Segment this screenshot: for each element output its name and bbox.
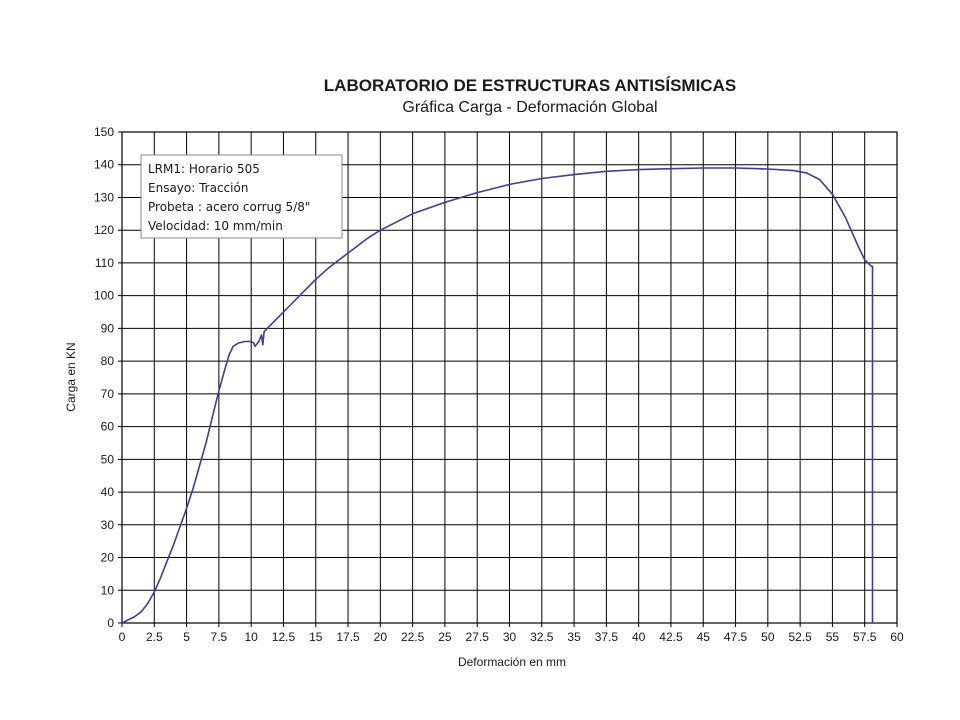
x-tick-label: 40 (632, 630, 646, 644)
x-tick-label: 10 (244, 630, 258, 644)
x-tick-label: 57.5 (853, 630, 877, 644)
y-axis-label: Carga en KN (64, 342, 78, 411)
y-tick-label: 80 (101, 354, 115, 368)
annotation-box: LRM1: Horario 505 Ensayo: Tracción Probe… (140, 154, 343, 239)
x-tick-label: 5 (183, 630, 190, 644)
x-tick-label: 27.5 (466, 630, 490, 644)
y-tick-label: 0 (107, 616, 114, 630)
x-tick-label: 60 (890, 630, 904, 644)
x-tick-label: 35 (567, 630, 581, 644)
x-tick-label: 32.5 (530, 630, 554, 644)
annotation-line: LRM1: Horario 505 (148, 162, 260, 176)
y-tick-label: 120 (94, 223, 114, 237)
annotation-line: Velocidad: 10 mm/min (148, 219, 283, 233)
x-tick-label: 50 (761, 630, 775, 644)
y-tick-label: 150 (94, 125, 114, 139)
x-axis-ticks: 0 2.5 5 7.5 10 12.5 15 17.5 20 22.5 25 27.5 30 32.5 35… (119, 630, 904, 644)
x-tick-label: 17.5 (336, 630, 360, 644)
x-tick-label: 20 (374, 630, 388, 644)
y-tick-label: 40 (101, 485, 115, 499)
x-tick-label: 25 (438, 630, 452, 644)
plot-frame (121, 131, 898, 624)
y-tick-label: 50 (101, 452, 115, 466)
x-tick-label: 42.5 (659, 630, 683, 644)
x-axis-label: Deformación en mm (458, 655, 566, 669)
y-tick-label: 70 (101, 387, 115, 401)
chart-subtitle: Gráfica Carga - Deformación Global (402, 99, 657, 116)
x-tick-label: 2.5 (146, 630, 163, 644)
y-tick-label: 140 (94, 158, 114, 172)
y-tick-label: 60 (101, 420, 115, 434)
x-tick-label: 22.5 (401, 630, 425, 644)
x-tick-label: 0 (119, 630, 126, 644)
x-tick-label: 7.5 (211, 630, 228, 644)
y-tick-label: 90 (101, 321, 115, 335)
x-tick-label: 47.5 (724, 630, 748, 644)
chart-title: LABORATORIO DE ESTRUCTURAS ANTISÍSMICAS (324, 76, 736, 95)
y-tick-label: 100 (94, 289, 114, 303)
x-tick-label: 37.5 (595, 630, 619, 644)
annotation-line: Ensayo: Tracción (148, 181, 248, 195)
x-tick-label: 55 (826, 630, 840, 644)
x-tick-label: 15 (309, 630, 323, 644)
y-tick-label: 130 (94, 190, 114, 204)
series-line (121, 167, 874, 624)
y-tick-label: 10 (101, 583, 115, 597)
x-tick-label: 45 (697, 630, 711, 644)
y-axis-ticks: 0 10 20 30 40 50 60 70 80 90 100 110 120 130 140 150 (94, 125, 114, 630)
x-tick-label: 30 (503, 630, 517, 644)
x-tick-label: 52.5 (788, 630, 812, 644)
y-tick-label: 30 (101, 518, 115, 532)
y-tick-label: 110 (95, 256, 114, 270)
annotation-line: Probeta : acero corrug 5/8" (148, 200, 310, 214)
y-tick-label: 20 (101, 551, 115, 565)
x-tick-label: 12.5 (272, 630, 296, 644)
